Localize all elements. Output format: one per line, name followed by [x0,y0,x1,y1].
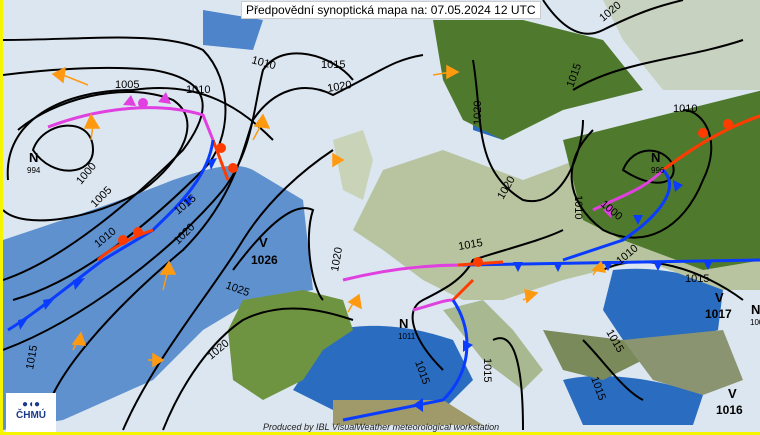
chmu-logo: ●◖● ČHMÚ [6,393,56,432]
isobar-label: 1020 [472,101,484,125]
isobar-label: 1010 [673,103,697,115]
logo-text: ČHMÚ [16,410,46,421]
pressure-centers: N 994 V 1026 N 996 N 1011 V 1017 V 1016 … [27,150,760,417]
low-center-type: N [399,316,408,331]
wind-arrows [51,64,607,368]
low-center-type: N [751,302,760,317]
low-center-type: N [651,150,660,165]
high-center-type: V [728,386,737,401]
high-center-value: 1026 [251,253,278,267]
producer-credit: Produced by IBL VisualWeather meteorolog… [263,422,500,432]
low-center-value: 1011 [398,332,416,341]
high-center-value: 1016 [716,403,743,417]
front-symbols [18,92,733,412]
land-areas [228,0,760,425]
logo-mark-icon: ●◖● [21,399,41,410]
high-center-type: V [259,235,268,250]
low-center-value: 996 [651,166,665,175]
low-center-value: 100 [750,318,760,327]
low-center-type: N [29,150,38,165]
isobar-label: 1005 [115,79,139,91]
isobar-label: 1015 [321,59,345,71]
high-center-value: 1017 [705,307,732,321]
isobar-label: 1010 [186,84,210,96]
isobar-label: 1015 [685,273,709,285]
isobar-label: 1000 [74,160,99,186]
map-canvas: 1005 1010 1000 1005 1010 1015 1020 1025 … [3,0,760,431]
isobar-label: 1015 [457,237,483,253]
low-center-value: 994 [27,166,41,175]
map-title: Předpovědní synoptická mapa na: 07.05.20… [241,1,541,19]
isobar-label: 1010 [572,195,584,219]
isobar-label: 1015 [24,344,40,370]
high-center-type: V [715,290,724,305]
weather-fronts [7,106,760,422]
isobar-label: 1020 [329,246,345,272]
isobar-label: 1020 [326,79,352,95]
isobar-label: 1015 [481,358,493,382]
sea-areas [3,10,723,431]
isobar-label: 1020 [205,337,231,362]
